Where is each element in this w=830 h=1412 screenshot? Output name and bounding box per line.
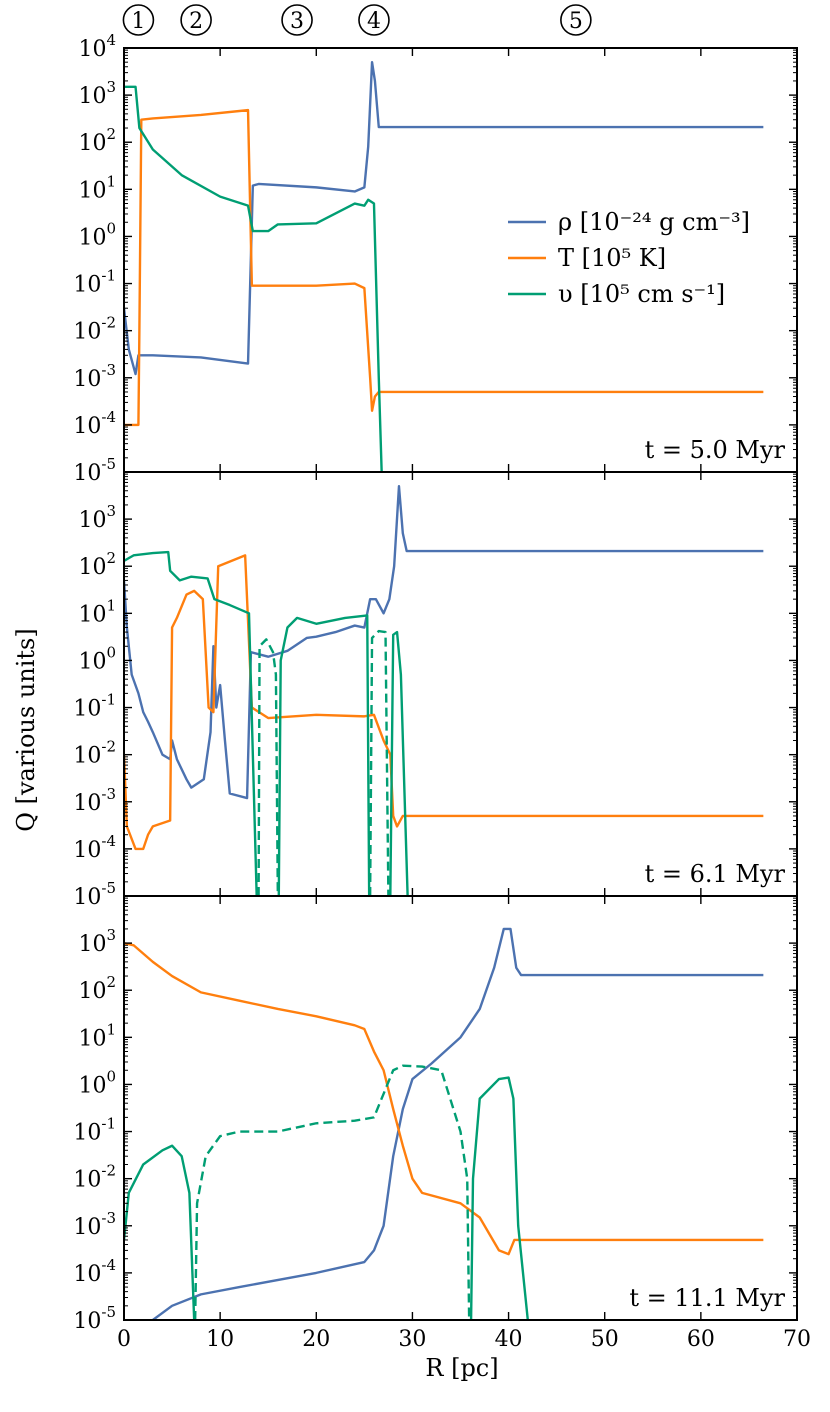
y-tick-label: 103: [78, 926, 116, 957]
y-tick-label: 103: [78, 502, 116, 533]
x-tick-label: 0: [117, 1327, 131, 1352]
y-axis-label: Q [various units]: [12, 628, 40, 831]
panel-frame: [123, 471, 798, 897]
y-tick-label: 10-5: [73, 455, 116, 486]
y-tick-label: 10-1: [73, 1115, 116, 1146]
series-v-solid: [277, 614, 371, 896]
y-tick-label: 10-4: [73, 1256, 116, 1287]
marker-label: 2: [189, 9, 203, 34]
time-label: t = 6.1 Myr: [645, 860, 786, 888]
marker-2: 2: [180, 4, 212, 36]
series-v-solid: [124, 550, 258, 896]
y-tick-label: 102: [78, 549, 116, 580]
circled-markers: 1 2 3 4 5: [122, 4, 592, 36]
y-tick-label: 104: [78, 31, 116, 62]
y-tick-label: 103: [78, 78, 116, 109]
series-v-dashed: [368, 629, 390, 896]
series-rho-solid: [124, 60, 764, 376]
series-T-solid: [124, 554, 764, 851]
x-tick-label: 20: [302, 1327, 330, 1352]
panel-frame: [123, 895, 798, 1321]
x-tick-label: 50: [591, 1327, 619, 1352]
x-tick-label: 60: [687, 1327, 715, 1352]
y-tick-label: 10-5: [73, 1303, 116, 1334]
y-ticks: 10-5 10-4 10-3 10-2 10-1 100 101 102 103: [73, 895, 797, 1334]
marker-circle: [358, 4, 390, 36]
y-tick-label: 10-2: [73, 738, 116, 769]
legend: ρ [10⁻²⁴ g cm⁻³] T [10⁵ K] υ [10⁵ cm s⁻¹]: [508, 208, 750, 308]
marker-label: 5: [569, 9, 583, 34]
x-axis-label: R [pc]: [425, 1354, 498, 1382]
marker-1: 1: [122, 4, 155, 36]
y-tick-label: 10-4: [73, 408, 116, 439]
series-v-dashed: [193, 1064, 471, 1320]
x-tick-label: 10: [206, 1327, 234, 1352]
y-tick-label: 101: [78, 596, 116, 627]
legend-label-T: T [10⁵ K]: [558, 244, 666, 272]
x-tick-label: 40: [495, 1327, 523, 1352]
marker-label: 3: [290, 9, 304, 34]
series-v-solid: [124, 85, 383, 472]
y-tick-label: 10-5: [73, 879, 116, 910]
y-tick-label: 10-3: [73, 361, 116, 392]
series-v-solid: [124, 1144, 196, 1320]
legend-label-rho: ρ [10⁻²⁴ g cm⁻³]: [558, 208, 750, 236]
marker-circle: [560, 4, 592, 36]
series-T-solid: [124, 108, 764, 427]
y-ticks: 10-5 10-4 10-3 10-2 10-1 100 101 102 103: [73, 471, 797, 910]
y-tick-label: 100: [78, 643, 116, 674]
series-v-solid: [389, 630, 409, 896]
y-tick-label: 10-2: [73, 314, 116, 345]
series-rho-solid: [124, 484, 764, 800]
y-tick-label: 101: [78, 1020, 116, 1051]
y-tick-label: 10-2: [73, 1162, 116, 1193]
marker-circle: [180, 4, 212, 36]
marker-label: 1: [131, 9, 145, 34]
y-tick-label: 102: [78, 973, 116, 1004]
y-tick-label: 10-4: [73, 832, 116, 863]
x-tick-label: 70: [783, 1327, 811, 1352]
marker-circle: [281, 4, 313, 36]
panel-3: 10-5 10-4 10-3 10-2 10-1 100 101 102 103 0 10 20 30 4…: [73, 895, 811, 1352]
series-group: [124, 927, 764, 1320]
marker-5: 5: [560, 4, 592, 36]
series-v-dashed: [257, 638, 280, 896]
y-tick-label: 10-1: [73, 691, 116, 722]
y-tick-label: 102: [78, 125, 116, 156]
time-label: t = 5.0 Myr: [645, 436, 786, 464]
panel-2: 10-5 10-4 10-3 10-2 10-1 100 101 102 103 t = 6.1 …: [73, 471, 798, 910]
series-v-solid: [469, 1076, 529, 1320]
x-tick-label: 30: [398, 1327, 426, 1352]
legend-label-v: υ [10⁵ cm s⁻¹]: [558, 280, 725, 308]
y-ticks: 10-5 10-4 10-3 10-2 10-1 100 101 102 103 104: [73, 31, 797, 486]
marker-label: 4: [367, 9, 381, 34]
series-T-solid: [124, 941, 764, 1256]
panel-1: 10-5 10-4 10-3 10-2 10-1 100 101 102 103 104 t = 5…: [73, 31, 798, 486]
marker-4: 4: [358, 4, 390, 36]
y-tick-label: 100: [78, 219, 116, 250]
marker-3: 3: [281, 4, 313, 36]
y-tick-label: 10-3: [73, 1209, 116, 1240]
marker-circle: [122, 4, 155, 36]
series-rho-solid: [152, 927, 764, 1320]
time-label: t = 11.1 Myr: [629, 1284, 785, 1312]
series-group: [124, 484, 764, 896]
y-tick-label: 10-3: [73, 785, 116, 816]
y-tick-label: 100: [78, 1067, 116, 1098]
series-group: [124, 60, 764, 472]
y-tick-label: 101: [78, 172, 116, 203]
y-tick-label: 10-1: [73, 267, 116, 298]
